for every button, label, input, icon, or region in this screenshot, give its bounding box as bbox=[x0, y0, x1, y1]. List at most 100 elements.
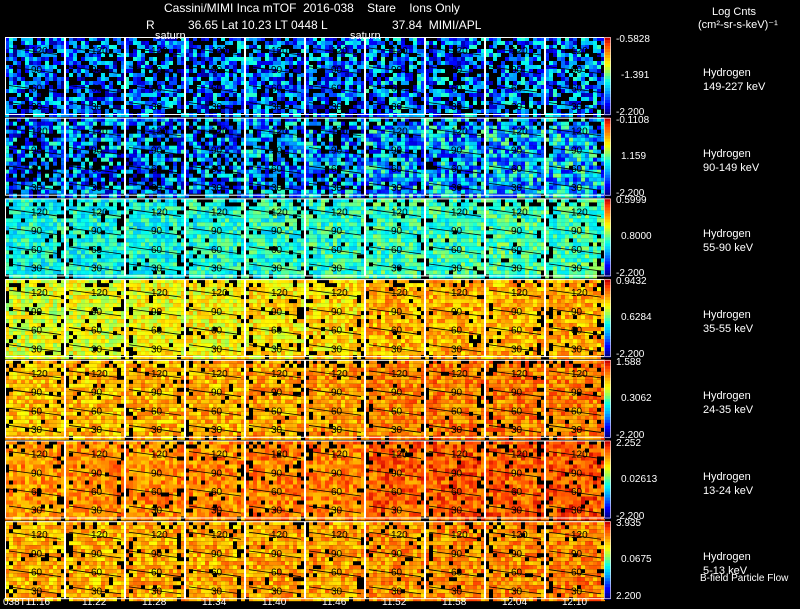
contour-label: 90 bbox=[391, 307, 403, 318]
heatmap-panel: 120 90 60 30 bbox=[5, 440, 65, 521]
contour-label: 120 bbox=[391, 288, 408, 299]
contour-label: 30 bbox=[331, 183, 343, 194]
contour-label: 90 bbox=[571, 549, 583, 560]
contour-label: 120 bbox=[511, 288, 528, 299]
colorbar-mid-label: 0.02613 bbox=[621, 473, 658, 485]
contour-label: 60 bbox=[571, 487, 583, 498]
contour-label: 90 bbox=[511, 549, 523, 560]
heatmap-panel: 120 90 60 30 bbox=[65, 198, 125, 279]
contour-label: 90 bbox=[211, 307, 223, 318]
contour-label: 60 bbox=[211, 245, 223, 256]
contour-label: 30 bbox=[391, 586, 403, 597]
contour-label: 30 bbox=[91, 506, 103, 517]
contour-label: 90 bbox=[271, 65, 283, 76]
contour-label: 30 bbox=[271, 344, 283, 355]
contour-label: 60 bbox=[211, 406, 223, 417]
contour-label: 120 bbox=[211, 207, 228, 218]
contour-label: 60 bbox=[451, 406, 463, 417]
heatmap-panel: 120 90 60 30 bbox=[545, 440, 605, 521]
contour-label: 30 bbox=[571, 102, 583, 113]
species-label: Hydrogen bbox=[703, 228, 751, 241]
time-tick-label: 11:46 bbox=[322, 597, 347, 608]
contour-label: 60 bbox=[211, 164, 223, 175]
contour-label: 30 bbox=[151, 425, 163, 436]
contour-label: 120 bbox=[31, 450, 48, 461]
contour-label: 120 bbox=[151, 288, 168, 299]
contour-label: 120 bbox=[451, 127, 468, 138]
contour-label: 60 bbox=[271, 83, 283, 94]
heatmap-panel: 120 90 60 30 bbox=[425, 440, 485, 521]
heatmap-panel: 120 90 60 30 bbox=[305, 440, 365, 521]
contour-label: 30 bbox=[391, 425, 403, 436]
contour-label: 60 bbox=[211, 487, 223, 498]
heatmap-panel: 120 90 60 30 bbox=[5, 117, 65, 198]
contour-label: 60 bbox=[391, 83, 403, 94]
contour-label: 30 bbox=[31, 183, 43, 194]
heatmap-panel: 120 90 60 30 bbox=[425, 37, 485, 117]
contour-label: 90 bbox=[511, 388, 523, 399]
contour-label: 60 bbox=[271, 245, 283, 256]
contour-label: 120 bbox=[391, 369, 408, 380]
contour-label: 120 bbox=[151, 46, 168, 57]
contour-label: 120 bbox=[211, 369, 228, 380]
heatmap-panel: 120 90 60 30 bbox=[545, 117, 605, 198]
heatmap-panel: 120 90 60 30 bbox=[185, 521, 245, 602]
heatmap-panel: 120 90 60 30 bbox=[365, 521, 425, 602]
heatmap-panel: 120 90 60 30 bbox=[125, 117, 185, 198]
contour-label: 90 bbox=[31, 388, 43, 399]
heatmap-panel: 120 90 60 30 bbox=[425, 198, 485, 279]
colorbar-min-label: -2.200 bbox=[616, 510, 645, 522]
contour-label: 120 bbox=[571, 127, 588, 138]
contour-label: 120 bbox=[511, 207, 528, 218]
colorbar-mid-label: 0.8000 bbox=[621, 231, 652, 243]
contour-label: 90 bbox=[151, 307, 163, 318]
colorbar-mid-label: 0.6284 bbox=[621, 312, 652, 324]
contour-label: 30 bbox=[571, 264, 583, 275]
contour-label: 120 bbox=[571, 207, 588, 218]
heatmap-panel: 120 90 60 30 bbox=[65, 37, 125, 117]
species-label: Hydrogen bbox=[703, 470, 751, 483]
contour-label: 120 bbox=[451, 46, 468, 57]
contour-label: 90 bbox=[151, 226, 163, 237]
contour-label: 60 bbox=[31, 487, 43, 498]
colorbar bbox=[604, 198, 611, 277]
contour-label: 60 bbox=[391, 487, 403, 498]
contour-label: 30 bbox=[391, 183, 403, 194]
contour-label: 60 bbox=[271, 326, 283, 337]
energy-label: 5-13 keV bbox=[703, 565, 748, 578]
contour-label: 90 bbox=[331, 549, 343, 560]
contour-label: 120 bbox=[391, 450, 408, 461]
heatmap-panel: 120 90 60 30 bbox=[5, 521, 65, 602]
contour-label: 90 bbox=[91, 145, 103, 156]
contour-label: 30 bbox=[91, 264, 103, 275]
heatmap-panel: 120 90 60 30 bbox=[245, 198, 305, 279]
contour-label: 90 bbox=[211, 388, 223, 399]
heatmap-panel: 120 90 60 30 bbox=[545, 359, 605, 440]
contour-label: 120 bbox=[211, 450, 228, 461]
heatmap-panel: 120 90 60 30 bbox=[185, 359, 245, 440]
contour-label: 60 bbox=[451, 83, 463, 94]
heatmap-panel: 120 90 60 30 bbox=[425, 117, 485, 198]
contour-label: 90 bbox=[451, 468, 463, 479]
heatmap-panel: 120 90 60 30 bbox=[185, 440, 245, 521]
heatmap-panel: 120 90 60 30 bbox=[485, 198, 545, 279]
contour-label: 90 bbox=[571, 65, 583, 76]
heatmap-panel: 120 90 60 30 bbox=[245, 359, 305, 440]
contour-label: 120 bbox=[331, 207, 348, 218]
contour-label: 120 bbox=[451, 207, 468, 218]
contour-label: 90 bbox=[511, 145, 523, 156]
contour-label: 120 bbox=[211, 530, 228, 541]
colorbar-min-label: -2.200 bbox=[616, 268, 645, 280]
contour-label: 60 bbox=[331, 406, 343, 417]
contour-label: 120 bbox=[391, 46, 408, 57]
contour-label: 60 bbox=[211, 83, 223, 94]
contour-label: 120 bbox=[151, 369, 168, 380]
contour-label: 120 bbox=[391, 530, 408, 541]
contour-label: 30 bbox=[451, 344, 463, 355]
contour-label: 90 bbox=[91, 549, 103, 560]
heatmap-panel: 120 90 60 30 bbox=[305, 359, 365, 440]
heatmap-panel: 120 90 60 30 bbox=[125, 359, 185, 440]
contour-label: 60 bbox=[151, 245, 163, 256]
contour-label: 30 bbox=[511, 344, 523, 355]
contour-label: 120 bbox=[31, 530, 48, 541]
